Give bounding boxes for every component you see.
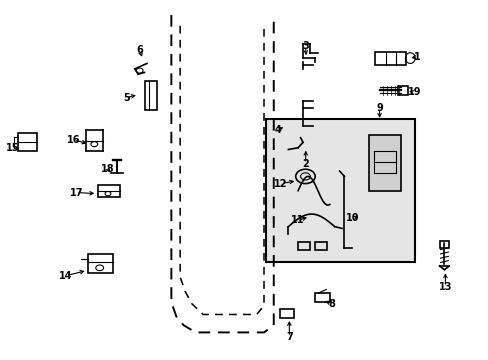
Text: 11: 11 bbox=[291, 215, 304, 225]
Text: 8: 8 bbox=[328, 299, 335, 309]
Text: 1: 1 bbox=[413, 52, 420, 62]
Text: 6: 6 bbox=[136, 45, 143, 55]
Text: 16: 16 bbox=[67, 135, 81, 145]
Text: 12: 12 bbox=[274, 179, 287, 189]
Text: 7: 7 bbox=[285, 332, 292, 342]
Bar bbox=[397, 86, 407, 95]
Bar bbox=[88, 253, 113, 273]
Text: 4: 4 bbox=[274, 125, 281, 135]
Text: 19: 19 bbox=[407, 87, 420, 98]
Bar bbox=[298, 242, 310, 250]
Bar bbox=[439, 241, 448, 248]
Bar bbox=[266, 119, 414, 262]
Bar bbox=[315, 293, 329, 302]
Text: 9: 9 bbox=[375, 103, 382, 113]
Bar bbox=[368, 135, 400, 191]
Text: 3: 3 bbox=[302, 41, 308, 51]
Text: 15: 15 bbox=[6, 143, 20, 153]
Bar bbox=[144, 81, 157, 110]
Bar bbox=[18, 134, 37, 151]
Text: 13: 13 bbox=[438, 282, 451, 292]
Text: 14: 14 bbox=[59, 271, 72, 281]
Text: 17: 17 bbox=[69, 188, 83, 198]
Text: 2: 2 bbox=[302, 159, 308, 169]
Text: 5: 5 bbox=[123, 93, 130, 103]
Bar bbox=[315, 242, 327, 250]
Bar bbox=[374, 51, 406, 64]
Bar bbox=[279, 309, 294, 318]
Text: 10: 10 bbox=[346, 213, 359, 223]
Text: 18: 18 bbox=[101, 164, 115, 174]
Bar bbox=[98, 185, 120, 197]
